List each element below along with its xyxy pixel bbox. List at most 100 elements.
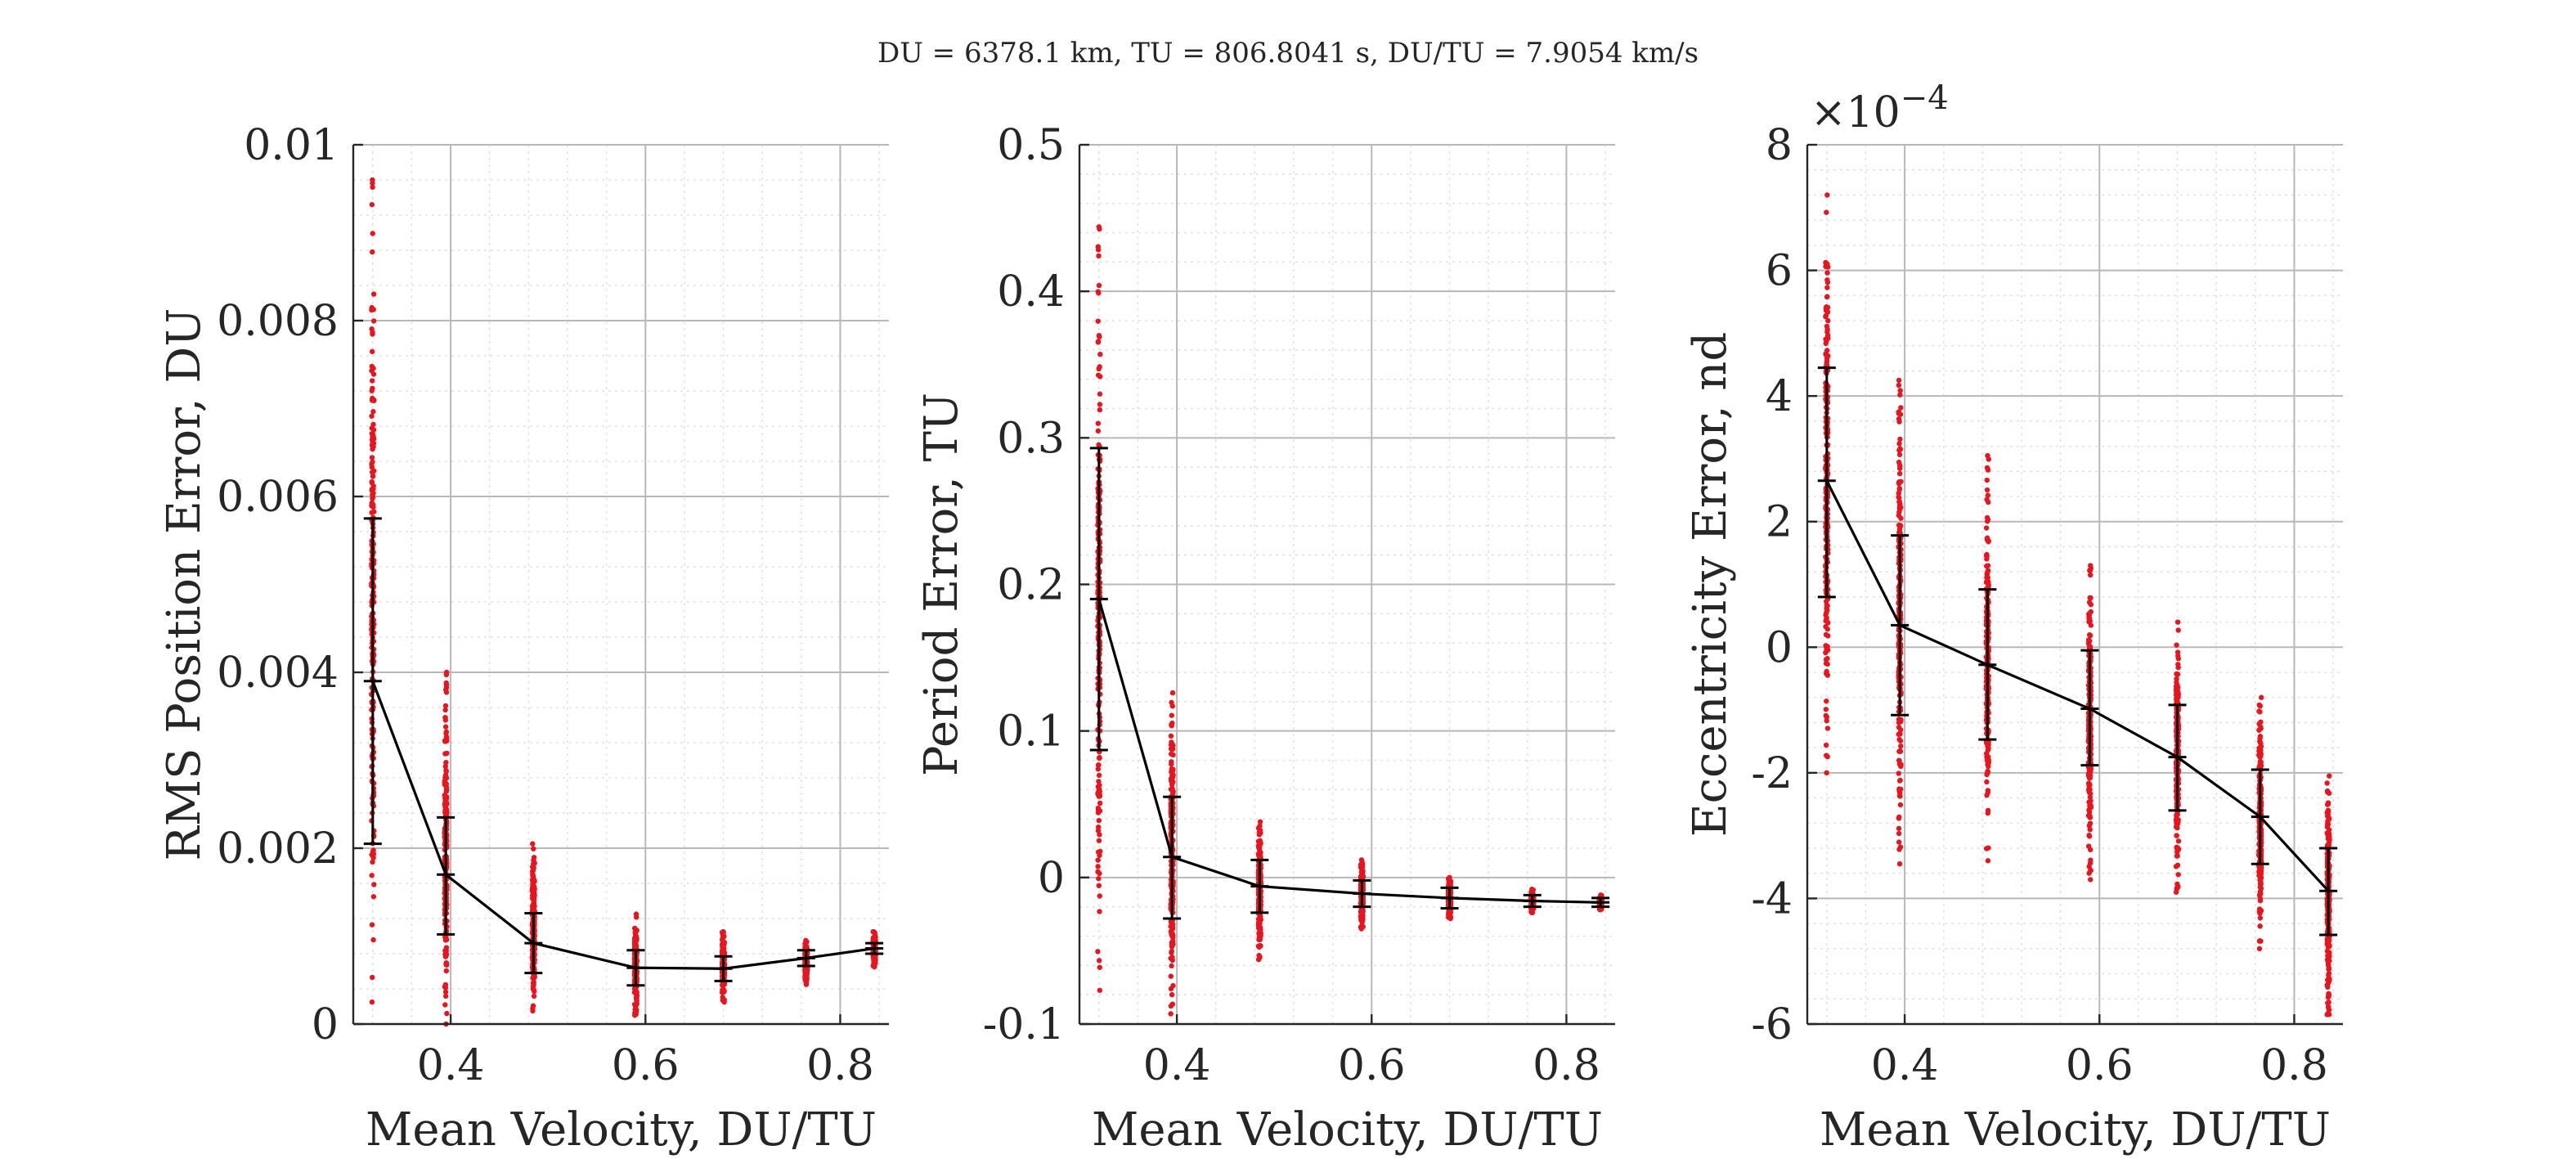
scatter-point	[2174, 697, 2180, 703]
scatter-point	[1896, 470, 1903, 477]
scatter-point	[1097, 402, 1103, 407]
scatter-point	[443, 729, 450, 734]
scatter-point	[1896, 761, 1903, 767]
scatter-point	[442, 1002, 448, 1008]
scatter-point	[1169, 786, 1175, 792]
scatter-point	[370, 474, 376, 479]
scatter-point	[442, 993, 449, 1000]
scatter-point	[442, 703, 449, 709]
scatter-point	[1824, 294, 1830, 300]
scatter-point	[1896, 494, 1901, 500]
scatter-point	[2085, 843, 2092, 849]
scatter-point	[1986, 456, 1991, 462]
scatter-point	[1896, 510, 1902, 515]
scatter-point	[1169, 957, 1175, 964]
scatter-point	[1096, 253, 1102, 259]
scatter-point	[2175, 838, 2182, 844]
scatter-point	[442, 751, 448, 757]
scatter-point	[1095, 428, 1102, 434]
scatter-point	[370, 492, 375, 497]
scatter-point	[443, 759, 449, 766]
scatter-point	[531, 865, 536, 871]
scatter-point	[1256, 845, 1263, 851]
scatter-point	[1897, 436, 1903, 442]
scatter-point	[1258, 850, 1263, 856]
scatter-point	[1169, 690, 1176, 696]
scatter-point	[443, 806, 450, 813]
scatter-point	[1258, 854, 1263, 860]
scatter-point	[1896, 478, 1902, 485]
scatter-point	[370, 249, 375, 255]
scatter-point	[531, 987, 536, 993]
scatter-point	[370, 291, 377, 297]
scatter-point	[1095, 766, 1101, 772]
scatter-point	[443, 960, 449, 966]
scatter-point	[870, 963, 877, 969]
x-axis-label: Mean Velocity, DU/TU	[366, 1103, 877, 1157]
scatter-point	[2174, 811, 2180, 818]
scatter-point	[1984, 572, 1990, 577]
scatter-point	[1097, 800, 1103, 806]
scatter-point	[2087, 638, 2093, 644]
scatter-point	[1896, 485, 1903, 492]
scatter-point	[1983, 525, 1990, 531]
scatter-point	[370, 231, 375, 236]
scatter-point	[632, 940, 639, 946]
scatter-point	[2087, 815, 2094, 820]
scatter-point	[634, 1007, 640, 1013]
scatter-point	[1169, 963, 1174, 969]
scatter-point	[1897, 802, 1904, 808]
scatter-point	[1823, 618, 1829, 624]
scatter-point	[531, 993, 537, 1000]
scatter-point	[444, 1010, 450, 1017]
scatter-point	[2088, 857, 2094, 863]
scatter-point	[530, 1005, 536, 1012]
y-tick-label: 0.002	[217, 824, 339, 874]
scatter-point	[1824, 599, 1829, 604]
scatter-point	[2175, 883, 2181, 889]
scatter-point	[442, 707, 448, 713]
scatter-point	[1359, 874, 1365, 880]
scatter-point	[2174, 680, 2179, 685]
scatter-point	[369, 999, 375, 1005]
scatter-point	[1096, 290, 1102, 296]
scatter-point	[1824, 285, 1830, 290]
scatter-point	[1985, 467, 1991, 473]
scatter-point	[370, 974, 375, 981]
scatter-point	[369, 455, 375, 460]
scatter-point	[1097, 391, 1103, 397]
scatter-point	[1096, 875, 1102, 882]
scatter-point	[1824, 648, 1829, 654]
scatter-point	[1824, 753, 1830, 760]
scatter-point	[1896, 736, 1902, 743]
scatter-point	[1097, 987, 1102, 993]
scatter-point	[1985, 858, 1991, 864]
y-tick-label: 0.4	[997, 267, 1065, 317]
scatter-point	[1169, 703, 1176, 709]
scatter-point	[1897, 748, 1904, 754]
scatter-point	[1170, 746, 1176, 752]
scatter-point	[530, 905, 536, 912]
scatter-point	[1168, 986, 1174, 992]
scatter-point	[1170, 752, 1176, 758]
scatter-point	[1097, 848, 1103, 855]
scatter-point	[2088, 804, 2094, 811]
scatter-point	[442, 724, 449, 730]
scatter-point	[1823, 671, 1829, 676]
scatter-point	[443, 951, 450, 957]
scatter-point	[1169, 924, 1176, 930]
scatter-point	[443, 795, 450, 802]
scatter-point	[369, 398, 375, 403]
mean-line	[371, 681, 875, 970]
scatter-point	[370, 330, 375, 335]
scatter-point	[1898, 515, 1904, 521]
scatter-point	[1096, 332, 1102, 339]
scatter-point	[1896, 825, 1902, 832]
scatter-point	[2087, 632, 2094, 639]
scatter-point	[1984, 563, 1990, 569]
x-tick-label: 0.6	[1338, 1041, 1406, 1090]
scatter-point	[2259, 694, 2264, 700]
scatter-point	[1360, 868, 1366, 874]
